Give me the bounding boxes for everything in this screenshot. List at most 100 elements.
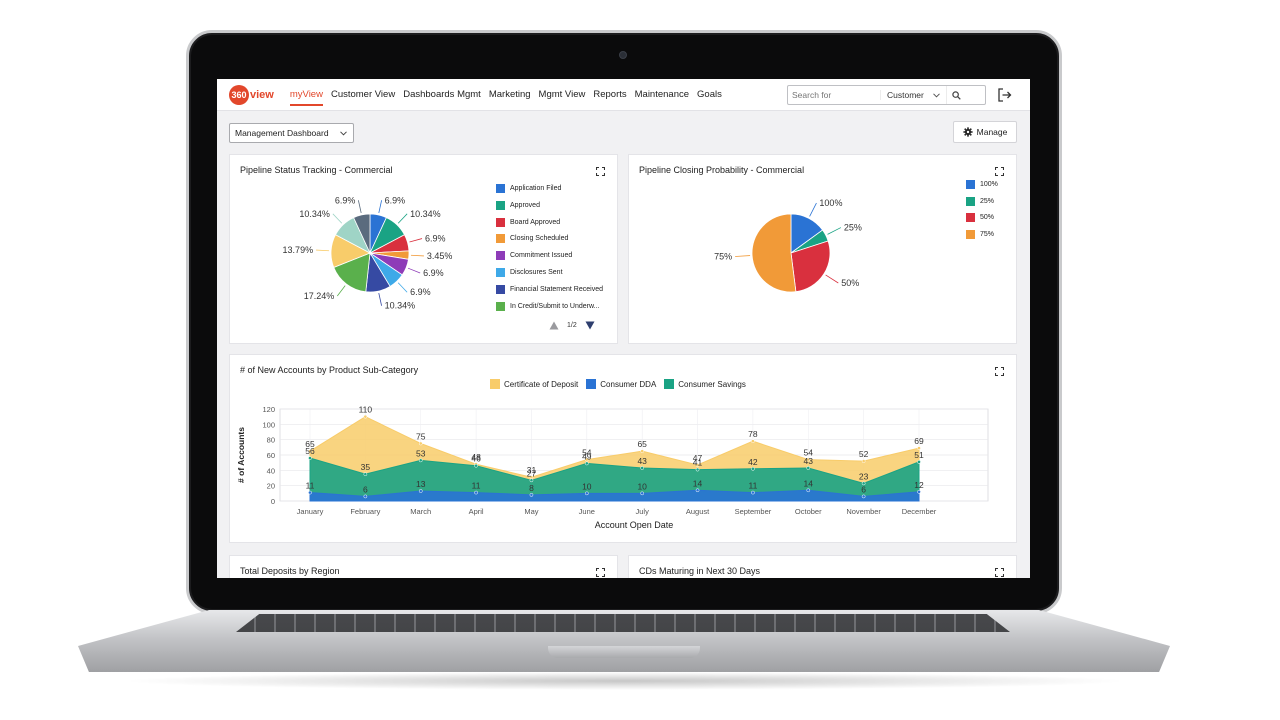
- data-point[interactable]: [363, 472, 368, 477]
- data-label: 110: [359, 405, 373, 415]
- nav-item-myview[interactable]: myView: [286, 79, 327, 111]
- pie-label-line: [378, 200, 383, 214]
- data-point[interactable]: [308, 449, 312, 454]
- pie-slice[interactable]: [333, 252, 371, 293]
- app-screen: 360 view myView Customer View Dashboards M…: [217, 79, 1030, 578]
- legend-item[interactable]: 25%: [966, 196, 994, 206]
- app-logo[interactable]: 360 view: [229, 84, 274, 105]
- data-point[interactable]: [640, 491, 645, 496]
- data-point[interactable]: [806, 488, 811, 493]
- pie-data-label: 50%: [841, 278, 859, 288]
- expand-icon[interactable]: [995, 167, 1004, 176]
- legend-item[interactable]: Closing Scheduled: [496, 234, 568, 244]
- legend-label: 100%: [980, 181, 998, 188]
- legend-label: Certificate of Deposit: [504, 379, 579, 389]
- expand-icon[interactable]: [596, 568, 605, 577]
- legend-item[interactable]: Commitment Issued: [496, 251, 572, 261]
- data-label: 78: [748, 429, 758, 439]
- data-label: 56: [305, 446, 315, 456]
- logout-icon[interactable]: [997, 88, 1013, 102]
- pager-down-icon[interactable]: [585, 321, 595, 330]
- data-point[interactable]: [308, 490, 312, 495]
- data-point[interactable]: [751, 466, 755, 471]
- laptop-keyboard: [236, 614, 1010, 632]
- expand-icon[interactable]: [995, 568, 1004, 577]
- data-point[interactable]: [474, 463, 478, 468]
- expand-icon[interactable]: [995, 367, 1004, 376]
- nav-item-maintenance[interactable]: Maintenance: [634, 89, 690, 100]
- data-point[interactable]: [917, 446, 921, 450]
- data-point[interactable]: [418, 441, 423, 446]
- nav-item-reports[interactable]: Reports: [593, 89, 627, 100]
- data-point[interactable]: [917, 489, 921, 494]
- expand-icon[interactable]: [596, 167, 605, 176]
- data-point[interactable]: [861, 459, 866, 463]
- pie-slice[interactable]: [751, 213, 797, 293]
- data-point[interactable]: [584, 461, 589, 466]
- legend-item[interactable]: Board Approved: [496, 217, 560, 227]
- pie-data-label: 6.9%: [423, 268, 444, 278]
- manage-button[interactable]: Manage: [953, 121, 1017, 143]
- pager-up-icon[interactable]: [549, 321, 559, 330]
- data-point[interactable]: [584, 491, 589, 496]
- pie-label-line: [827, 227, 842, 235]
- data-point[interactable]: [640, 449, 645, 454]
- legend-item[interactable]: Application Filed: [496, 184, 561, 193]
- legend-item[interactable]: Disclosures Sent: [496, 268, 563, 277]
- legend-item[interactable]: Consumer Savings: [664, 379, 746, 389]
- data-point[interactable]: [917, 460, 921, 464]
- legend-item[interactable]: In Credit/Submit to Underw...: [496, 301, 599, 311]
- legend-item[interactable]: 75%: [966, 229, 994, 239]
- data-point[interactable]: [695, 463, 700, 467]
- data-point[interactable]: [529, 478, 534, 483]
- data-point[interactable]: [640, 466, 645, 470]
- data-point[interactable]: [363, 414, 368, 419]
- data-point[interactable]: [695, 467, 700, 472]
- data-point[interactable]: [806, 466, 811, 470]
- legend-item[interactable]: Consumer DDA: [586, 379, 656, 389]
- data-point[interactable]: [418, 489, 423, 493]
- y-tick-label: 40: [267, 466, 275, 475]
- legend-item[interactable]: 50%: [966, 213, 994, 223]
- data-label: 52: [859, 449, 869, 459]
- data-point[interactable]: [806, 457, 811, 462]
- search-button[interactable]: [946, 86, 966, 104]
- legend-item[interactable]: Certificate of Deposit: [490, 379, 578, 389]
- pie-label-line: [336, 285, 346, 297]
- manage-label: Manage: [976, 127, 1008, 137]
- data-label: 43: [804, 456, 814, 466]
- nav-item-goals[interactable]: Goals: [697, 89, 722, 100]
- pie-slice[interactable]: [353, 213, 371, 254]
- data-point[interactable]: [474, 490, 478, 495]
- x-tick-label: July: [636, 507, 650, 516]
- data-point[interactable]: [308, 456, 312, 460]
- data-point[interactable]: [584, 457, 589, 462]
- data-point[interactable]: [751, 490, 755, 495]
- data-point[interactable]: [861, 481, 866, 486]
- data-point[interactable]: [418, 458, 423, 463]
- webcam-icon: [619, 51, 627, 59]
- legend-item[interactable]: 100%: [966, 180, 998, 189]
- data-label: 43: [637, 456, 647, 466]
- nav-item-marketing[interactable]: Marketing: [488, 89, 531, 100]
- data-label: 6: [861, 484, 866, 494]
- pie-label-line: [397, 213, 408, 224]
- data-point[interactable]: [695, 488, 700, 493]
- x-tick-label: September: [735, 507, 772, 516]
- nav-item-customer-view[interactable]: Customer View: [330, 89, 396, 100]
- legend-item[interactable]: Financial Statement Received: [496, 284, 603, 294]
- nav-item-mgmt-view[interactable]: Mgmt View: [538, 89, 586, 100]
- legend-swatch: [496, 301, 505, 311]
- data-point[interactable]: [529, 493, 534, 497]
- pie-data-label: 10.34%: [385, 301, 416, 311]
- search-input[interactable]: [788, 90, 880, 100]
- nav-item-dashboards-mgmt[interactable]: Dashboards Mgmt: [403, 89, 481, 100]
- data-point[interactable]: [363, 494, 368, 499]
- legend-item[interactable]: Approved: [496, 200, 540, 210]
- data-point[interactable]: [861, 494, 866, 499]
- pie-slice[interactable]: [790, 240, 831, 293]
- legend-swatch: [490, 379, 500, 389]
- data-point[interactable]: [751, 439, 755, 444]
- dashboard-select[interactable]: Management Dashboard: [229, 123, 354, 143]
- search-scope-select[interactable]: Customer: [880, 90, 946, 100]
